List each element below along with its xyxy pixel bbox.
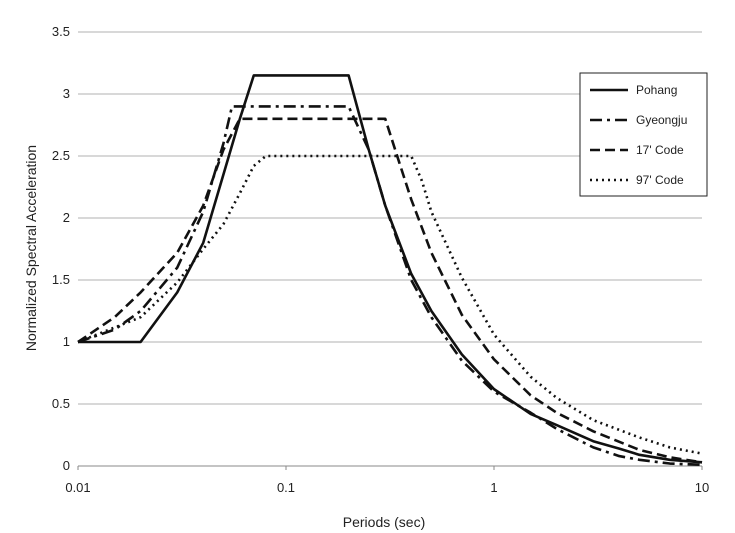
y-tick-label: 0.5 — [52, 396, 70, 411]
y-tick-label: 1 — [63, 334, 70, 349]
legend: Pohang Gyeongju 17' Code 97' Code — [579, 72, 708, 197]
x-tick-label: 10 — [695, 480, 709, 495]
x-tick-label: 1 — [490, 480, 497, 495]
series-line-2 — [77, 105, 703, 467]
legend-label: 97' Code — [636, 173, 684, 187]
series-layer — [77, 74, 703, 467]
x-axis-title: Periods (sec) — [343, 514, 425, 530]
y-tick-label: 2 — [63, 210, 70, 225]
y-tick-label: 2.5 — [52, 148, 70, 163]
x-tick-label: 0.1 — [277, 480, 295, 495]
y-tick-label: 0 — [63, 458, 70, 473]
y-tick-label: 3.5 — [52, 24, 70, 39]
y-axis-ticks: 0 0.5 1 1.5 2 2.5 3 3.5 — [52, 24, 70, 473]
legend-label: Gyeongju — [636, 113, 687, 127]
x-tick-label: 0.01 — [65, 480, 90, 495]
y-tick-label: 1.5 — [52, 272, 70, 287]
x-axis-ticks: 0.01 0.1 1 10 — [65, 466, 709, 495]
series-line-3 — [77, 117, 703, 464]
series-line-4 — [77, 154, 703, 455]
y-axis-title: Normalized Spectral Acceleration — [23, 145, 39, 351]
series-line-1 — [78, 74, 703, 464]
legend-label: Pohang — [636, 83, 677, 97]
legend-label: 17' Code — [636, 143, 684, 157]
legend-box — [579, 72, 708, 197]
y-tick-label: 3 — [63, 86, 70, 101]
